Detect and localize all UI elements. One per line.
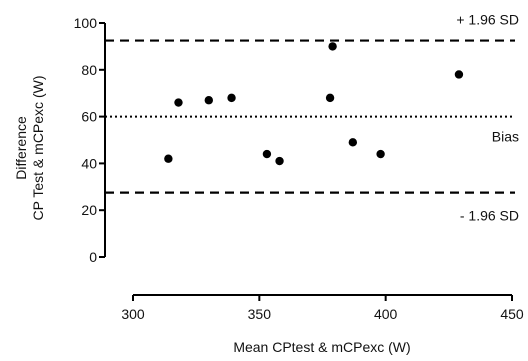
x-axis: 300 350 400 450 [121,294,524,322]
y-tick-label: 20 [81,202,97,218]
reference-line-label: - 1.96 SD [460,208,519,224]
data-point [227,93,236,103]
x-axis-label: Mean CPtest & mCPexc (W) [233,339,410,355]
x-tick-label: 350 [248,306,272,322]
y-axis-label-line: CP Test & mCPexc (W) [30,76,46,221]
x-tick-label: 400 [374,306,398,322]
y-tick-label: 40 [81,155,97,171]
data-point [328,42,337,51]
x-tick-label: 450 [500,306,524,322]
data-point [262,149,272,159]
data-point [275,156,284,166]
data-point [164,154,173,163]
y-tick-label: 100 [74,15,98,31]
y-tick-label: 60 [81,109,97,125]
reference-line-label: + 1.96 SD [456,12,519,28]
reference-lines: + 1.96 SD Bias - 1.96 SD [105,12,519,224]
data-point [454,70,464,79]
data-point [376,149,385,159]
x-tick-label: 300 [121,306,145,322]
y-axis-label-line: Difference [13,116,29,180]
y-axis: 0 20 40 60 80 100 [74,15,106,265]
data-point [348,138,358,147]
y-tick-label: 80 [81,62,97,78]
data-point [325,93,335,103]
data-point [204,96,213,105]
y-axis-label: Difference CP Test & mCPexc (W) [13,76,46,221]
y-tick-label: 0 [89,249,97,265]
data-point [174,98,183,107]
data-points [164,42,464,166]
reference-line-label: Bias [492,129,519,145]
